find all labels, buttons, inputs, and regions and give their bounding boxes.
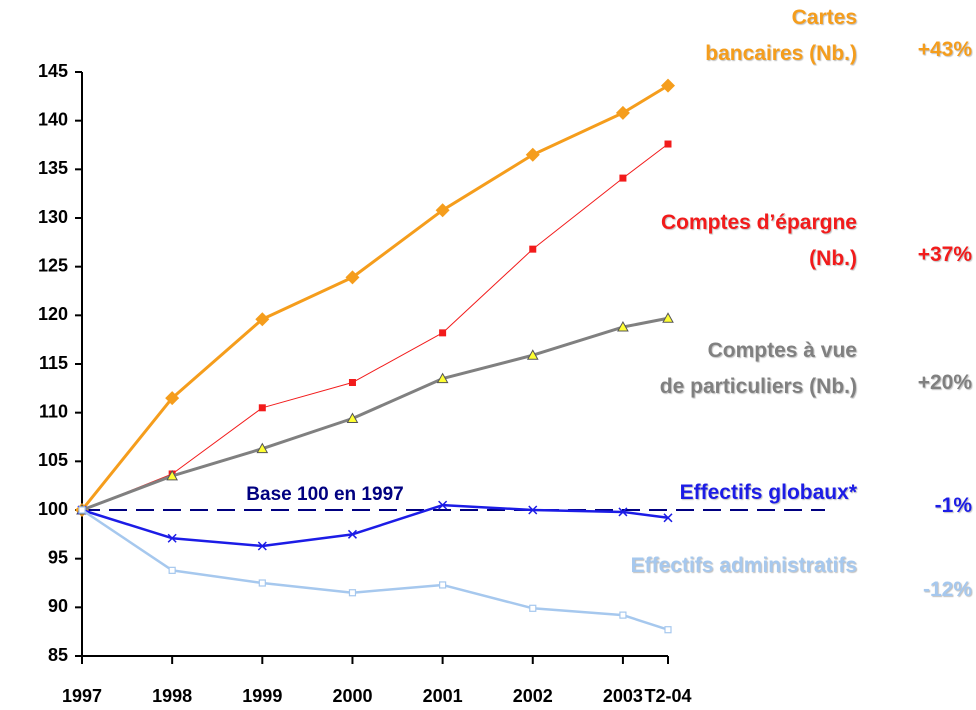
series-line bbox=[80, 84, 669, 511]
marker bbox=[258, 579, 266, 587]
series-change: +43% bbox=[917, 38, 972, 61]
y-tick-label: 115 bbox=[39, 353, 68, 373]
marker bbox=[664, 626, 672, 634]
y-tick-label: 130 bbox=[38, 207, 68, 227]
marker bbox=[166, 469, 179, 481]
x-tick-label: 1997 bbox=[62, 686, 102, 706]
marker bbox=[347, 529, 357, 539]
series-change: +20% bbox=[917, 371, 972, 394]
x-tick-label: 2003 bbox=[603, 686, 643, 706]
marker bbox=[617, 320, 629, 332]
marker bbox=[258, 404, 266, 412]
y-tick-label: 125 bbox=[38, 255, 68, 275]
y-tick-label: 100 bbox=[38, 499, 68, 519]
marker bbox=[525, 147, 540, 162]
marker bbox=[619, 611, 627, 619]
y-tick-label: 120 bbox=[38, 304, 68, 324]
series-line bbox=[81, 508, 669, 631]
marker bbox=[438, 500, 448, 510]
series-label: Effectifs globaux* bbox=[679, 481, 857, 504]
series-change: -12% bbox=[922, 578, 972, 601]
marker bbox=[618, 507, 628, 517]
marker bbox=[346, 412, 359, 424]
x-tick-label: T2-04 bbox=[644, 686, 691, 706]
marker bbox=[664, 140, 672, 148]
y-tick-label: 85 bbox=[48, 645, 68, 665]
marker bbox=[439, 581, 447, 589]
marker bbox=[619, 174, 627, 182]
marker bbox=[255, 312, 270, 327]
marker bbox=[167, 533, 177, 543]
marker bbox=[662, 312, 674, 323]
series-label: Cartes bancaires (Nb.) bbox=[705, 6, 857, 65]
marker bbox=[529, 604, 537, 612]
y-tick-label: 140 bbox=[38, 109, 68, 129]
series-line bbox=[81, 316, 669, 512]
x-tick-label: 1999 bbox=[242, 686, 282, 706]
y-tick-label: 90 bbox=[48, 596, 68, 616]
x-tick-label: 1998 bbox=[152, 686, 192, 706]
marker bbox=[165, 391, 180, 406]
series-change: -1% bbox=[934, 494, 972, 517]
marker bbox=[78, 506, 86, 514]
marker bbox=[615, 105, 630, 120]
marker bbox=[256, 442, 269, 454]
marker bbox=[435, 203, 450, 218]
marker bbox=[663, 513, 673, 523]
x-tick-label: 2002 bbox=[513, 686, 553, 706]
marker bbox=[529, 245, 537, 253]
marker bbox=[526, 349, 539, 360]
y-tick-label: 95 bbox=[48, 547, 68, 567]
marker bbox=[528, 505, 538, 515]
series-label: Comptes à vue de particuliers (Nb.) bbox=[659, 339, 857, 398]
y-tick-label: 105 bbox=[38, 450, 68, 470]
y-tick-label: 145 bbox=[38, 61, 68, 81]
baseline-label: Base 100 en 1997 bbox=[246, 484, 403, 505]
marker bbox=[436, 372, 449, 384]
x-tick-label: 2000 bbox=[332, 686, 372, 706]
series-label: Effectifs administratifs bbox=[630, 554, 857, 577]
x-tick-label: 2001 bbox=[423, 686, 463, 706]
y-tick-label: 135 bbox=[38, 158, 68, 178]
marker bbox=[348, 378, 356, 386]
series-line bbox=[81, 503, 669, 548]
series-line bbox=[81, 143, 669, 511]
marker bbox=[168, 566, 176, 574]
marker bbox=[345, 270, 360, 285]
marker bbox=[661, 78, 675, 93]
marker bbox=[348, 589, 357, 597]
marker bbox=[257, 541, 267, 551]
series-change: +37% bbox=[917, 243, 972, 266]
marker bbox=[439, 329, 447, 337]
series-label: Comptes d’épargne (Nb.) bbox=[660, 211, 857, 270]
y-tick-label: 110 bbox=[39, 401, 68, 421]
